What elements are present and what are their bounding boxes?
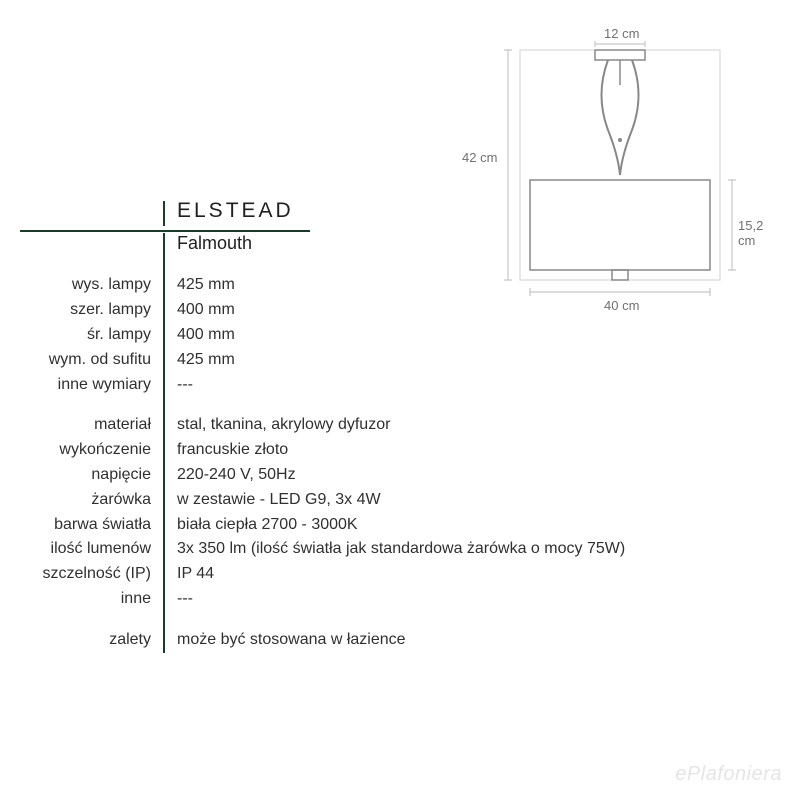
model-name: Falmouth [165, 230, 252, 258]
table-row: barwa światła biała ciepła 2700 - 3000K [20, 513, 780, 538]
spec-label: zalety [20, 628, 165, 653]
spec-label: śr. lampy [20, 323, 165, 348]
spec-value: --- [165, 587, 193, 612]
spec-label: ilość lumenów [20, 537, 165, 562]
spec-label: inne wymiary [20, 373, 165, 398]
spec-value: 425 mm [165, 273, 235, 298]
spec-value: w zestawie - LED G9, 3x 4W [165, 488, 381, 513]
table-row: inne --- [20, 587, 780, 612]
table-row: wys. lampy 425 mm [20, 273, 780, 298]
table-row: szer. lampy 400 mm [20, 298, 780, 323]
model-row: Falmouth [20, 230, 780, 258]
table-row: żarówka w zestawie - LED G9, 3x 4W [20, 488, 780, 513]
spec-label: napięcie [20, 463, 165, 488]
table-row: materiał stal, tkanina, akrylowy dyfuzor [20, 413, 780, 438]
spec-label: materiał [20, 413, 165, 438]
spec-value: francuskie złoto [165, 438, 288, 463]
spec-value: 220-240 V, 50Hz [165, 463, 296, 488]
horizontal-rule [20, 230, 310, 232]
spec-label: inne [20, 587, 165, 612]
table-row: wym. od sufitu 425 mm [20, 348, 780, 373]
spec-label: wykończenie [20, 438, 165, 463]
spec-label: szczelność (IP) [20, 562, 165, 587]
dim-top-width: 12 cm [604, 26, 639, 41]
table-row: wykończenie francuskie złoto [20, 438, 780, 463]
spec-label: szer. lampy [20, 298, 165, 323]
spec-value: 400 mm [165, 323, 235, 348]
table-row: napięcie 220-240 V, 50Hz [20, 463, 780, 488]
spec-value: --- [165, 373, 193, 398]
spec-value: stal, tkanina, akrylowy dyfuzor [165, 413, 390, 438]
table-row: śr. lampy 400 mm [20, 323, 780, 348]
dim-total-height: 42 cm [462, 150, 497, 165]
watermark: ePlafoniera [675, 763, 782, 786]
empty-label [20, 201, 165, 226]
spec-label: żarówka [20, 488, 165, 513]
spec-value: 425 mm [165, 348, 235, 373]
spec-value: może być stosowana w łazience [165, 628, 406, 653]
spec-value: biała ciepła 2700 - 3000K [165, 513, 358, 538]
spec-label: wys. lampy [20, 273, 165, 298]
table-row: inne wymiary --- [20, 373, 780, 398]
table-row: ilość lumenów 3x 350 lm (ilość światła j… [20, 537, 780, 562]
spec-value: 3x 350 lm (ilość światła jak standardowa… [165, 537, 625, 562]
spec-label: wym. od sufitu [20, 348, 165, 373]
table-row: zalety może być stosowana w łazience [20, 628, 780, 653]
table-row: szczelność (IP) IP 44 [20, 562, 780, 587]
spec-label: barwa światła [20, 513, 165, 538]
spec-value: 400 mm [165, 298, 235, 323]
empty-label [20, 233, 165, 258]
brand-name: ELSTEAD [165, 195, 294, 228]
brand-row: ELSTEAD [20, 195, 780, 228]
spec-value: IP 44 [165, 562, 214, 587]
spec-table: ELSTEAD Falmouth wys. lampy 425 mm szer.… [20, 195, 780, 653]
